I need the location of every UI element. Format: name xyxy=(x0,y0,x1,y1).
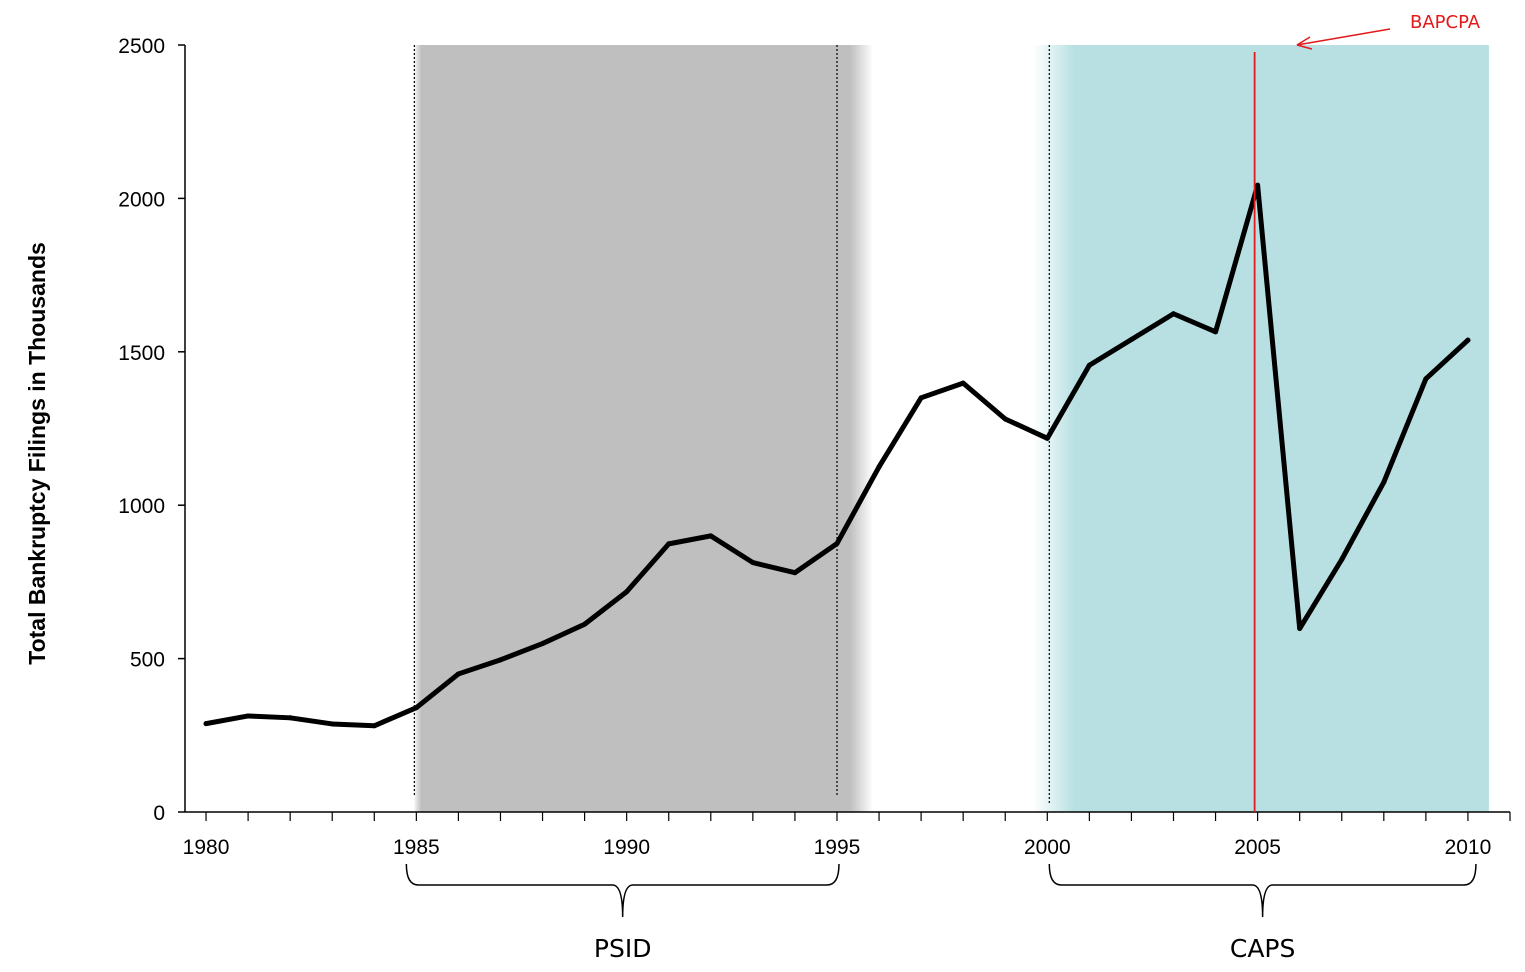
data-point xyxy=(287,715,293,721)
data-point xyxy=(750,560,756,566)
y-tick-label: 0 xyxy=(153,802,165,825)
y-axis-title: Total Bankruptcy Filings in Thousands xyxy=(24,242,50,665)
y-tick-label: 1000 xyxy=(118,495,165,518)
x-tick-label: 1985 xyxy=(393,836,440,859)
series-layer xyxy=(203,182,1471,729)
x-tick-label: 2000 xyxy=(1024,836,1071,859)
data-point xyxy=(245,713,251,719)
data-point xyxy=(624,589,630,595)
bapcpa-arrow-head xyxy=(1296,36,1313,50)
data-point xyxy=(1213,329,1219,335)
data-point xyxy=(708,533,714,539)
brace-psid xyxy=(405,863,840,918)
data-point xyxy=(1044,435,1050,441)
data-point xyxy=(960,380,966,386)
data-point xyxy=(1128,337,1134,343)
shaded-region-caps xyxy=(1033,45,1489,812)
data-point xyxy=(455,671,461,677)
y-tick-label: 2500 xyxy=(118,35,165,58)
y-tick-label: 2000 xyxy=(118,188,165,211)
x-tick-label: 2005 xyxy=(1234,836,1281,859)
data-point xyxy=(540,641,546,647)
data-point xyxy=(1465,337,1471,343)
y-tick-label: 1500 xyxy=(118,342,165,365)
data-point xyxy=(1170,311,1176,317)
data-point xyxy=(582,621,588,627)
brace-label-caps: CAPS xyxy=(1230,934,1296,963)
x-tick-label: 1990 xyxy=(603,836,650,859)
data-point xyxy=(1339,557,1345,563)
data-point xyxy=(371,723,377,729)
data-point xyxy=(666,541,672,547)
data-point xyxy=(1423,376,1429,382)
y-tick-label: 500 xyxy=(130,649,165,672)
brace-label-psid: PSID xyxy=(594,934,652,963)
data-point xyxy=(1002,416,1008,422)
data-point xyxy=(203,721,209,727)
data-point xyxy=(792,570,798,576)
data-point xyxy=(1255,182,1261,188)
data-point xyxy=(413,705,419,711)
data-point xyxy=(329,721,335,727)
data-point xyxy=(1381,479,1387,485)
bapcpa-label: BAPCPA xyxy=(1410,12,1481,33)
brace-caps xyxy=(1048,863,1477,918)
shaded-region-psid xyxy=(414,45,874,812)
data-point xyxy=(876,464,882,470)
data-point xyxy=(834,541,840,547)
data-point xyxy=(1297,626,1303,632)
axes: 0 500 1000 1500 2000 2500 1980 1985 1990 1995 2000… xyxy=(24,35,1511,859)
data-point xyxy=(497,657,503,663)
data-point xyxy=(1086,362,1092,368)
x-tick-label: 1980 xyxy=(183,836,230,859)
x-tick-label: 2010 xyxy=(1445,836,1492,859)
bapcpa-arrow-line xyxy=(1296,28,1391,46)
data-point xyxy=(918,395,924,401)
shaded-regions xyxy=(413,45,1489,812)
x-tick-label: 1995 xyxy=(814,836,861,859)
annotations: BAPCPA xyxy=(1253,12,1481,812)
labels: PSID CAPS xyxy=(405,863,1477,963)
